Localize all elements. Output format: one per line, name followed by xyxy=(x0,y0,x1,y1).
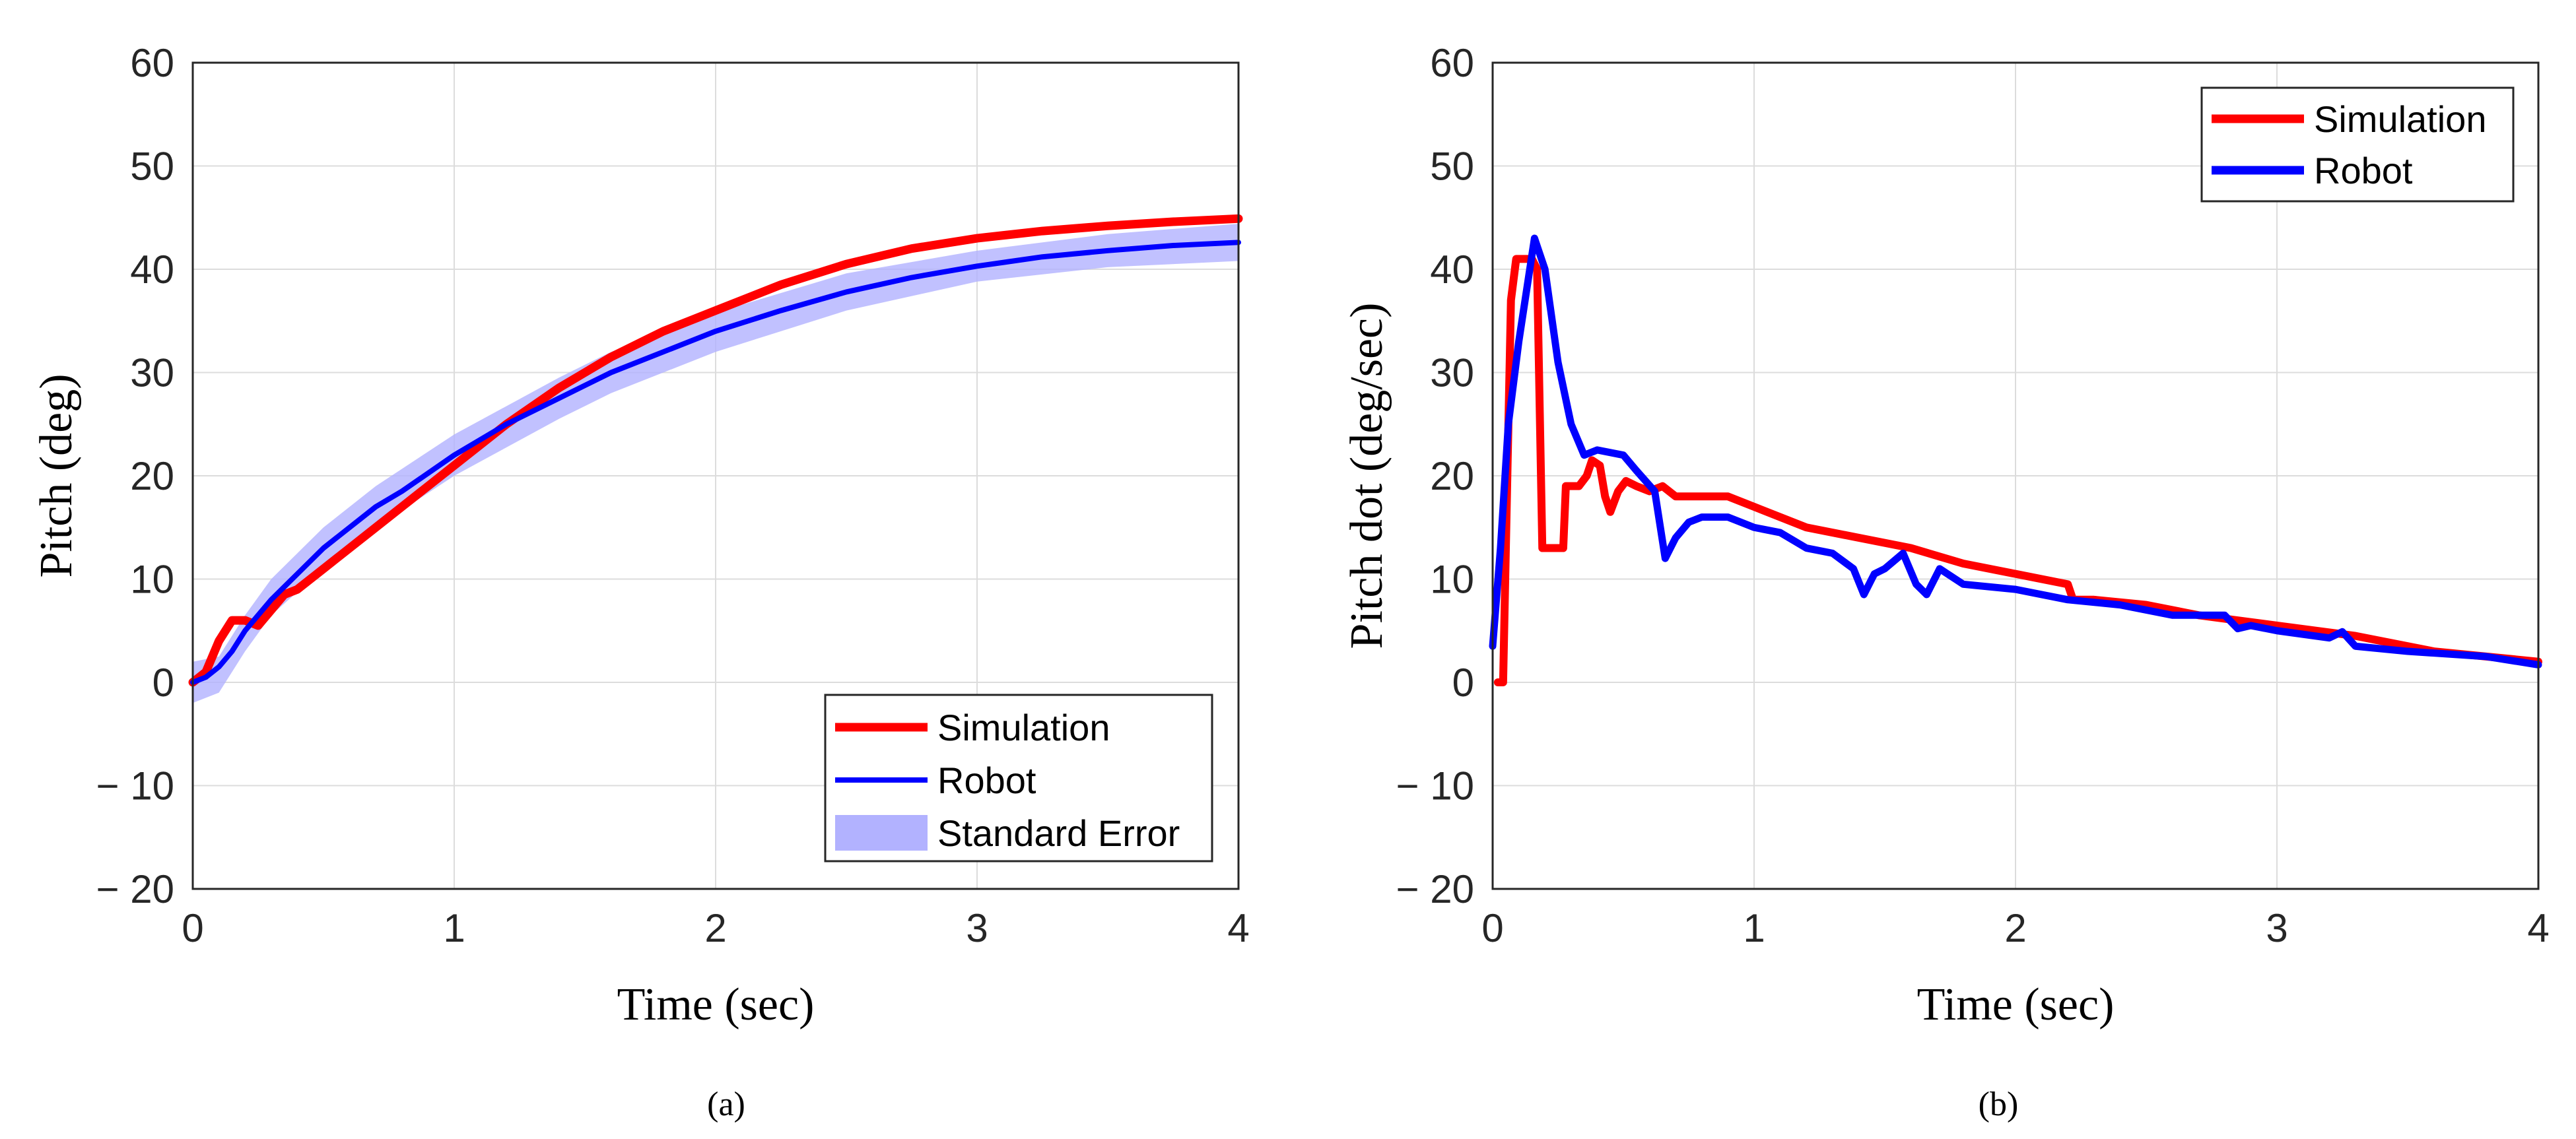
caption-b: (b) xyxy=(1979,1086,2019,1123)
x-tick-label: 4 xyxy=(2527,906,2549,950)
plot-frame-a xyxy=(191,61,1240,890)
x-tick-label: 0 xyxy=(1481,906,1503,950)
x-axis-label-a: Time (sec) xyxy=(617,979,815,1030)
y-tick-label: 10 xyxy=(1430,558,1474,602)
y-tick-label: − 20 xyxy=(96,867,174,911)
legend-label-robot-a: Robot xyxy=(937,760,1036,801)
x-tick-label: 3 xyxy=(2266,906,2288,950)
y-tick-label: − 20 xyxy=(1396,867,1474,911)
y-tick-label: 0 xyxy=(153,661,174,705)
legend-box-b xyxy=(2200,86,2515,203)
y-tick-labels-b: − 20 − 10 0 10 20 30 40 50 60 xyxy=(1396,41,1474,911)
y-tick-label: 30 xyxy=(1430,351,1474,395)
y-tick-label: 50 xyxy=(1430,145,1474,189)
y-tick-label: − 10 xyxy=(1396,764,1474,808)
series-line-robot-a xyxy=(190,240,1241,685)
chart-panel-b: 0 1 2 3 4 − 20 − 10 0 10 20 30 40 50 60 Time (sec) P… xyxy=(1341,41,2550,1123)
y-tick-label: 40 xyxy=(1430,247,1474,292)
x-tick-label: 1 xyxy=(443,906,465,950)
series-line-robot-b xyxy=(1489,234,2542,668)
series-lines-b xyxy=(1489,234,2542,686)
legend-label-simulation-a: Simulation xyxy=(937,707,1110,748)
y-tick-label: 50 xyxy=(130,145,174,189)
x-tick-labels-a: 0 1 2 3 4 xyxy=(182,906,1249,950)
x-tick-label: 2 xyxy=(704,906,726,950)
legend-label-simulation-b: Simulation xyxy=(2314,98,2486,140)
legend-label-standard-error: Standard Error xyxy=(937,812,1180,854)
caption-a: (a) xyxy=(707,1086,745,1123)
x-tick-label: 1 xyxy=(1743,906,1765,950)
y-tick-label: 20 xyxy=(1430,454,1474,498)
standard-error-band xyxy=(193,224,1238,703)
plot-frame-b xyxy=(1491,61,2540,890)
x-tick-label: 3 xyxy=(966,906,988,950)
legend-label-robot-b: Robot xyxy=(2314,150,2413,191)
y-tick-label: 10 xyxy=(130,558,174,602)
standard-error-band-group xyxy=(193,224,1238,703)
y-tick-label: 40 xyxy=(130,247,174,292)
legend-swatch-standard-error xyxy=(835,815,928,851)
y-axis-label-b: Pitch dot (deg/sec) xyxy=(1341,303,1392,649)
y-tick-label: 30 xyxy=(130,351,174,395)
y-tick-label: 60 xyxy=(130,41,174,85)
chart-panel-a: 0 1 2 3 4 − 20 − 10 0 10 20 30 40 50 60 Time (sec) P… xyxy=(31,41,1250,1123)
x-tick-labels-b: 0 1 2 3 4 xyxy=(1481,906,2549,950)
x-tick-label: 4 xyxy=(1227,906,1249,950)
y-axis-label-a: Pitch (deg) xyxy=(31,374,82,577)
x-tick-label: 2 xyxy=(2004,906,2026,950)
y-tick-label: 0 xyxy=(1452,661,1474,705)
y-tick-label: − 10 xyxy=(96,764,174,808)
x-axis-label-b: Time (sec) xyxy=(1917,979,2115,1030)
legend-a: Simulation Robot Standard Error xyxy=(824,694,1213,862)
y-tick-label: 20 xyxy=(130,454,174,498)
series-lines-a xyxy=(188,214,1243,687)
series-line-simulation-b xyxy=(1493,255,2542,686)
y-tick-labels-a: − 20 − 10 0 10 20 30 40 50 60 xyxy=(96,41,174,911)
y-tick-label: 60 xyxy=(1430,41,1474,85)
legend-b: Simulation Robot xyxy=(2200,86,2515,203)
x-tick-label: 0 xyxy=(182,906,203,950)
